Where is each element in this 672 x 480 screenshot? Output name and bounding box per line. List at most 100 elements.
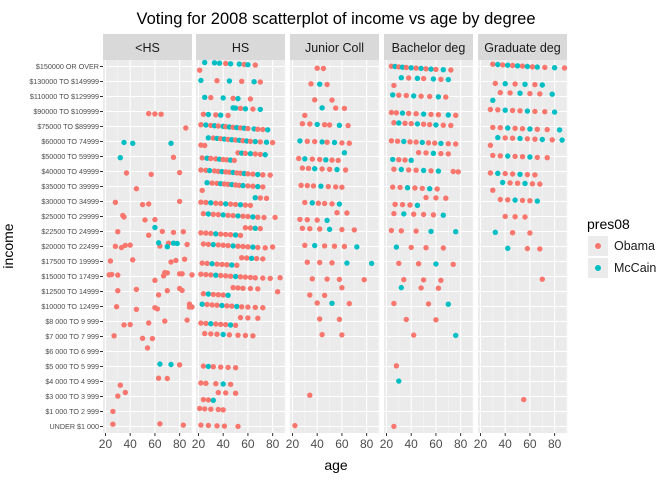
point-obama xyxy=(490,124,496,131)
point-obama xyxy=(509,230,516,236)
point-obama xyxy=(247,96,254,102)
point-obama xyxy=(112,243,119,249)
point-mccain xyxy=(204,180,210,186)
point-obama xyxy=(237,105,244,112)
point-obama xyxy=(519,63,526,69)
y-tick-label: $50000 TO 59999 xyxy=(41,152,99,161)
point-obama xyxy=(302,242,308,248)
point-obama xyxy=(542,109,548,115)
point-obama xyxy=(296,155,302,162)
point-obama xyxy=(237,232,244,239)
point-obama xyxy=(302,112,308,119)
point-obama xyxy=(321,292,328,299)
facet-panel: HS 20 40 60 80 xyxy=(192,34,286,451)
y-tick-label: $110000 TO $129999 xyxy=(30,92,99,101)
point-mccain xyxy=(527,126,533,132)
point-obama xyxy=(406,110,412,117)
point-obama xyxy=(401,276,407,283)
point-obama xyxy=(341,105,348,112)
legend-swatch xyxy=(595,243,601,249)
point-obama xyxy=(215,211,221,218)
facet-strip xyxy=(290,34,379,60)
point-obama xyxy=(198,380,204,386)
point-obama xyxy=(255,315,261,321)
point-obama xyxy=(225,112,231,119)
point-mccain xyxy=(205,363,212,370)
point-obama xyxy=(200,396,207,403)
point-obama xyxy=(227,232,234,238)
point-obama xyxy=(115,229,121,235)
point-obama xyxy=(118,244,125,251)
point-obama xyxy=(260,126,266,133)
point-mccain xyxy=(227,322,234,328)
point-obama xyxy=(299,225,306,231)
point-obama xyxy=(537,91,543,97)
point-obama xyxy=(507,90,513,96)
x-tick-label: 20 xyxy=(474,437,488,451)
x-tick-label: 40 xyxy=(405,437,419,451)
point-mccain xyxy=(539,136,545,143)
point-mccain xyxy=(522,81,528,88)
point-obama xyxy=(113,304,120,310)
point-mccain xyxy=(505,62,511,68)
point-mccain xyxy=(344,260,350,266)
point-mccain xyxy=(414,75,421,82)
point-obama xyxy=(260,184,266,190)
point-obama xyxy=(260,305,266,311)
point-mccain xyxy=(219,302,225,309)
point-mccain xyxy=(414,202,421,208)
point-obama xyxy=(257,225,263,232)
point-obama xyxy=(250,333,256,339)
x-tick-label: 40 xyxy=(311,437,325,451)
point-obama xyxy=(247,202,254,209)
point-mccain xyxy=(226,78,233,84)
y-tick-label: $6 000 TO 6 999 xyxy=(45,347,99,356)
point-obama xyxy=(107,258,114,264)
y-tick-label: $20000 TO 22499 xyxy=(41,242,99,251)
point-obama xyxy=(242,274,249,280)
point-mccain xyxy=(255,183,261,190)
point-mccain xyxy=(252,195,258,201)
point-obama xyxy=(186,301,193,307)
point-mccain xyxy=(209,261,215,267)
point-obama xyxy=(263,195,270,201)
point-obama xyxy=(413,111,419,117)
point-mccain xyxy=(220,212,226,218)
point-obama xyxy=(260,256,266,262)
y-tick-label: $17500 TO 19999 xyxy=(41,257,99,266)
point-obama xyxy=(315,200,322,206)
point-obama xyxy=(388,138,395,144)
point-obama xyxy=(176,169,183,176)
point-obama xyxy=(112,199,119,205)
point-obama xyxy=(532,81,538,88)
point-mccain xyxy=(396,120,402,126)
point-mccain xyxy=(242,106,249,112)
point-obama xyxy=(203,230,209,236)
point-mccain xyxy=(213,272,219,278)
point-mccain xyxy=(263,139,270,145)
point-obama xyxy=(391,300,397,307)
point-mccain xyxy=(401,138,407,145)
point-mccain xyxy=(318,183,324,189)
point-obama xyxy=(247,274,254,281)
point-mccain xyxy=(152,224,158,231)
point-obama xyxy=(524,245,531,252)
point-obama xyxy=(239,78,245,85)
point-mccain xyxy=(418,65,424,72)
point-obama xyxy=(406,75,412,81)
point-obama xyxy=(524,136,531,142)
point-obama xyxy=(232,201,239,208)
point-obama xyxy=(307,121,313,127)
point-mccain xyxy=(505,245,511,251)
chart-title: Voting for 2008 scatterplot of income vs… xyxy=(137,10,536,28)
point-obama xyxy=(428,168,434,174)
point-obama xyxy=(220,407,226,413)
point-obama xyxy=(235,243,241,249)
point-obama xyxy=(438,76,444,83)
point-obama xyxy=(244,255,250,261)
point-obama xyxy=(198,422,204,428)
point-mccain xyxy=(314,121,320,128)
point-obama xyxy=(208,406,214,412)
point-mccain xyxy=(205,291,212,297)
